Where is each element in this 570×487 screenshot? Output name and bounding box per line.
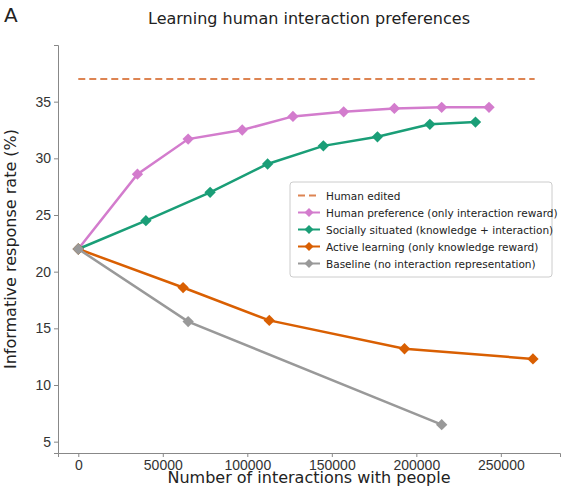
marker bbox=[470, 116, 481, 127]
series-line bbox=[78, 78, 534, 80]
x-tick: 250000 bbox=[478, 453, 525, 473]
marker bbox=[204, 187, 215, 198]
marker bbox=[182, 316, 193, 327]
marker bbox=[264, 315, 275, 326]
marker bbox=[389, 103, 400, 114]
panel-label: A bbox=[4, 3, 18, 27]
y-tick-mark bbox=[54, 158, 58, 159]
x-tick: 0 bbox=[75, 453, 83, 473]
marker bbox=[424, 119, 435, 130]
y-tick: 25 bbox=[35, 207, 58, 223]
marker bbox=[318, 140, 329, 151]
marker bbox=[483, 102, 494, 113]
marker bbox=[140, 215, 151, 226]
marker bbox=[372, 131, 383, 142]
y-tick-mark bbox=[54, 385, 58, 386]
marker bbox=[338, 106, 349, 117]
marker bbox=[73, 243, 84, 254]
marker bbox=[237, 124, 248, 135]
marker bbox=[132, 169, 143, 180]
y-axis-line bbox=[54, 46, 59, 454]
y-tick: 15 bbox=[35, 320, 58, 336]
y-tick: 10 bbox=[35, 377, 58, 393]
y-tick-mark bbox=[54, 272, 58, 273]
x-tick-label: 0 bbox=[75, 457, 83, 473]
legend-marker bbox=[305, 259, 314, 268]
legend: Human edited Human preference (only inter… bbox=[290, 182, 558, 277]
marker bbox=[287, 111, 298, 122]
marker bbox=[177, 282, 188, 293]
legend-marker bbox=[305, 208, 314, 217]
y-tick: 35 bbox=[35, 94, 58, 110]
legend-marker bbox=[305, 225, 314, 234]
title: Learning human interaction preferences bbox=[148, 9, 470, 28]
marker bbox=[436, 419, 447, 430]
y-tick-label: 10 bbox=[35, 377, 51, 393]
y-tick-mark bbox=[54, 102, 58, 103]
y-tick-label: 15 bbox=[35, 320, 51, 336]
y-tick-mark bbox=[54, 215, 58, 216]
marker bbox=[182, 133, 193, 144]
y-tick-mark bbox=[54, 442, 58, 443]
y-tick: 30 bbox=[35, 150, 58, 166]
marker bbox=[262, 158, 273, 169]
x-tick-label: 250000 bbox=[478, 457, 525, 473]
y-axis-title: Informative response rate (%) bbox=[1, 129, 20, 369]
legend-line bbox=[298, 195, 320, 197]
legend-label: Active learning (only knowledge reward) bbox=[326, 241, 538, 253]
legend-label: Human preference (only interaction rewar… bbox=[326, 207, 558, 219]
legend-label: Baseline (no interaction representation) bbox=[326, 258, 536, 270]
chart: Learning human interaction preferences A 0… bbox=[0, 0, 570, 487]
legend-label: Socially situated (knowledge + interacti… bbox=[326, 224, 553, 236]
legend-marker bbox=[305, 242, 314, 251]
y-tick-label: 25 bbox=[35, 207, 51, 223]
marker bbox=[527, 353, 538, 364]
marker bbox=[436, 102, 447, 113]
y-axis: 5 10 15 20 25 30 35 bbox=[35, 46, 58, 454]
y-tick-label: 35 bbox=[35, 94, 51, 110]
y-tick: 5 bbox=[43, 434, 58, 450]
y-tick-label: 30 bbox=[35, 150, 51, 166]
x-axis-title: Number of interactions with people bbox=[167, 468, 450, 487]
y-tick-label: 20 bbox=[35, 264, 51, 280]
marker bbox=[399, 343, 410, 354]
legend-label: Human edited bbox=[326, 190, 401, 202]
y-tick: 20 bbox=[35, 264, 58, 280]
y-tick-mark bbox=[54, 328, 58, 329]
y-tick-label: 5 bbox=[43, 434, 51, 450]
